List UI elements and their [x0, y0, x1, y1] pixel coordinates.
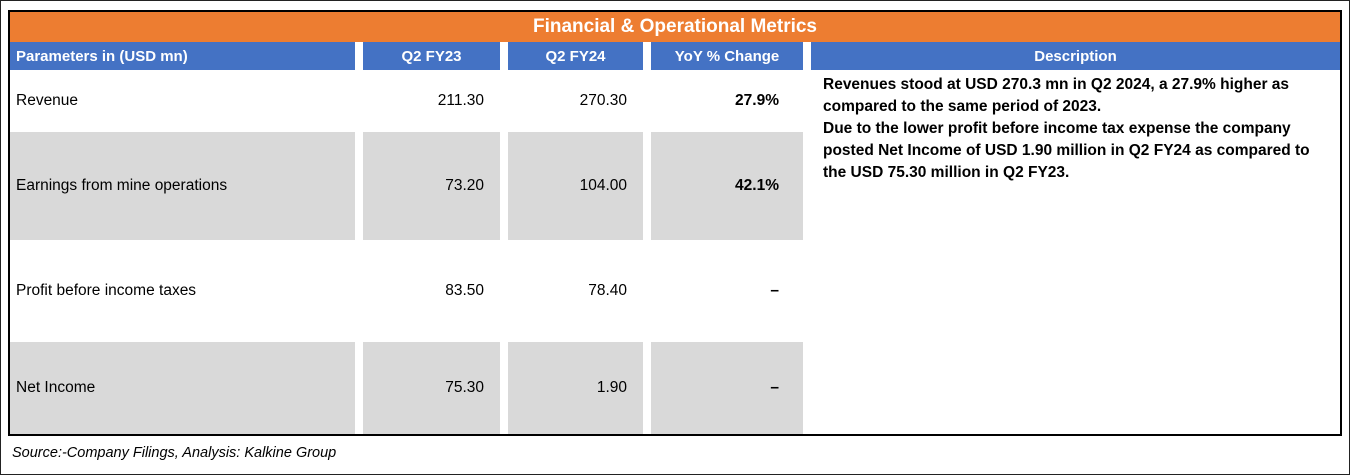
table-header-row: Parameters in (USD mn) Q2 FY23 Q2 FY24 Y…: [10, 42, 1340, 70]
financial-metrics-table: Financial & Operational Metrics Paramete…: [8, 10, 1342, 436]
revenue-q2fy24-value: 270.30: [508, 70, 643, 132]
earnings-yoy-value: 42.1%: [651, 132, 803, 240]
header-parameters: Parameters in (USD mn): [10, 42, 355, 70]
revenue-yoy-value: 27.9%: [651, 70, 803, 132]
earnings-q2fy24-value: 104.00: [508, 132, 643, 240]
row-label-net-income: Net Income: [10, 342, 355, 434]
profit-q2fy24-value: 78.40: [508, 240, 643, 342]
table-title: Financial & Operational Metrics: [10, 12, 1340, 42]
header-q2fy23: Q2 FY23: [363, 42, 500, 70]
row-label-earnings-mine-ops: Earnings from mine operations: [10, 132, 355, 240]
description-paragraph-2: Due to the lower profit before income ta…: [823, 120, 1310, 181]
header-description: Description: [811, 42, 1340, 70]
table-body: Revenue 211.30 270.30 27.9% Earnings fro…: [10, 70, 1340, 434]
description-paragraph-1: Revenues stood at USD 270.3 mn in Q2 202…: [823, 76, 1290, 115]
source-note: Source:-Company Filings, Analysis: Kalki…: [12, 445, 337, 461]
net-income-q2fy24-value: 1.90: [508, 342, 643, 434]
profit-yoy-value: –: [651, 240, 803, 342]
row-label-profit-before-tax: Profit before income taxes: [10, 240, 355, 342]
profit-q2fy23-value: 83.50: [363, 240, 500, 342]
row-label-revenue: Revenue: [10, 70, 355, 132]
header-q2fy24: Q2 FY24: [508, 42, 643, 70]
earnings-q2fy23-value: 73.20: [363, 132, 500, 240]
net-income-yoy-value: –: [651, 342, 803, 434]
net-income-q2fy23-value: 75.30: [363, 342, 500, 434]
revenue-q2fy23-value: 211.30: [363, 70, 500, 132]
header-yoy-change: YoY % Change: [651, 42, 803, 70]
description-cell: Revenues stood at USD 270.3 mn in Q2 202…: [811, 70, 1340, 184]
